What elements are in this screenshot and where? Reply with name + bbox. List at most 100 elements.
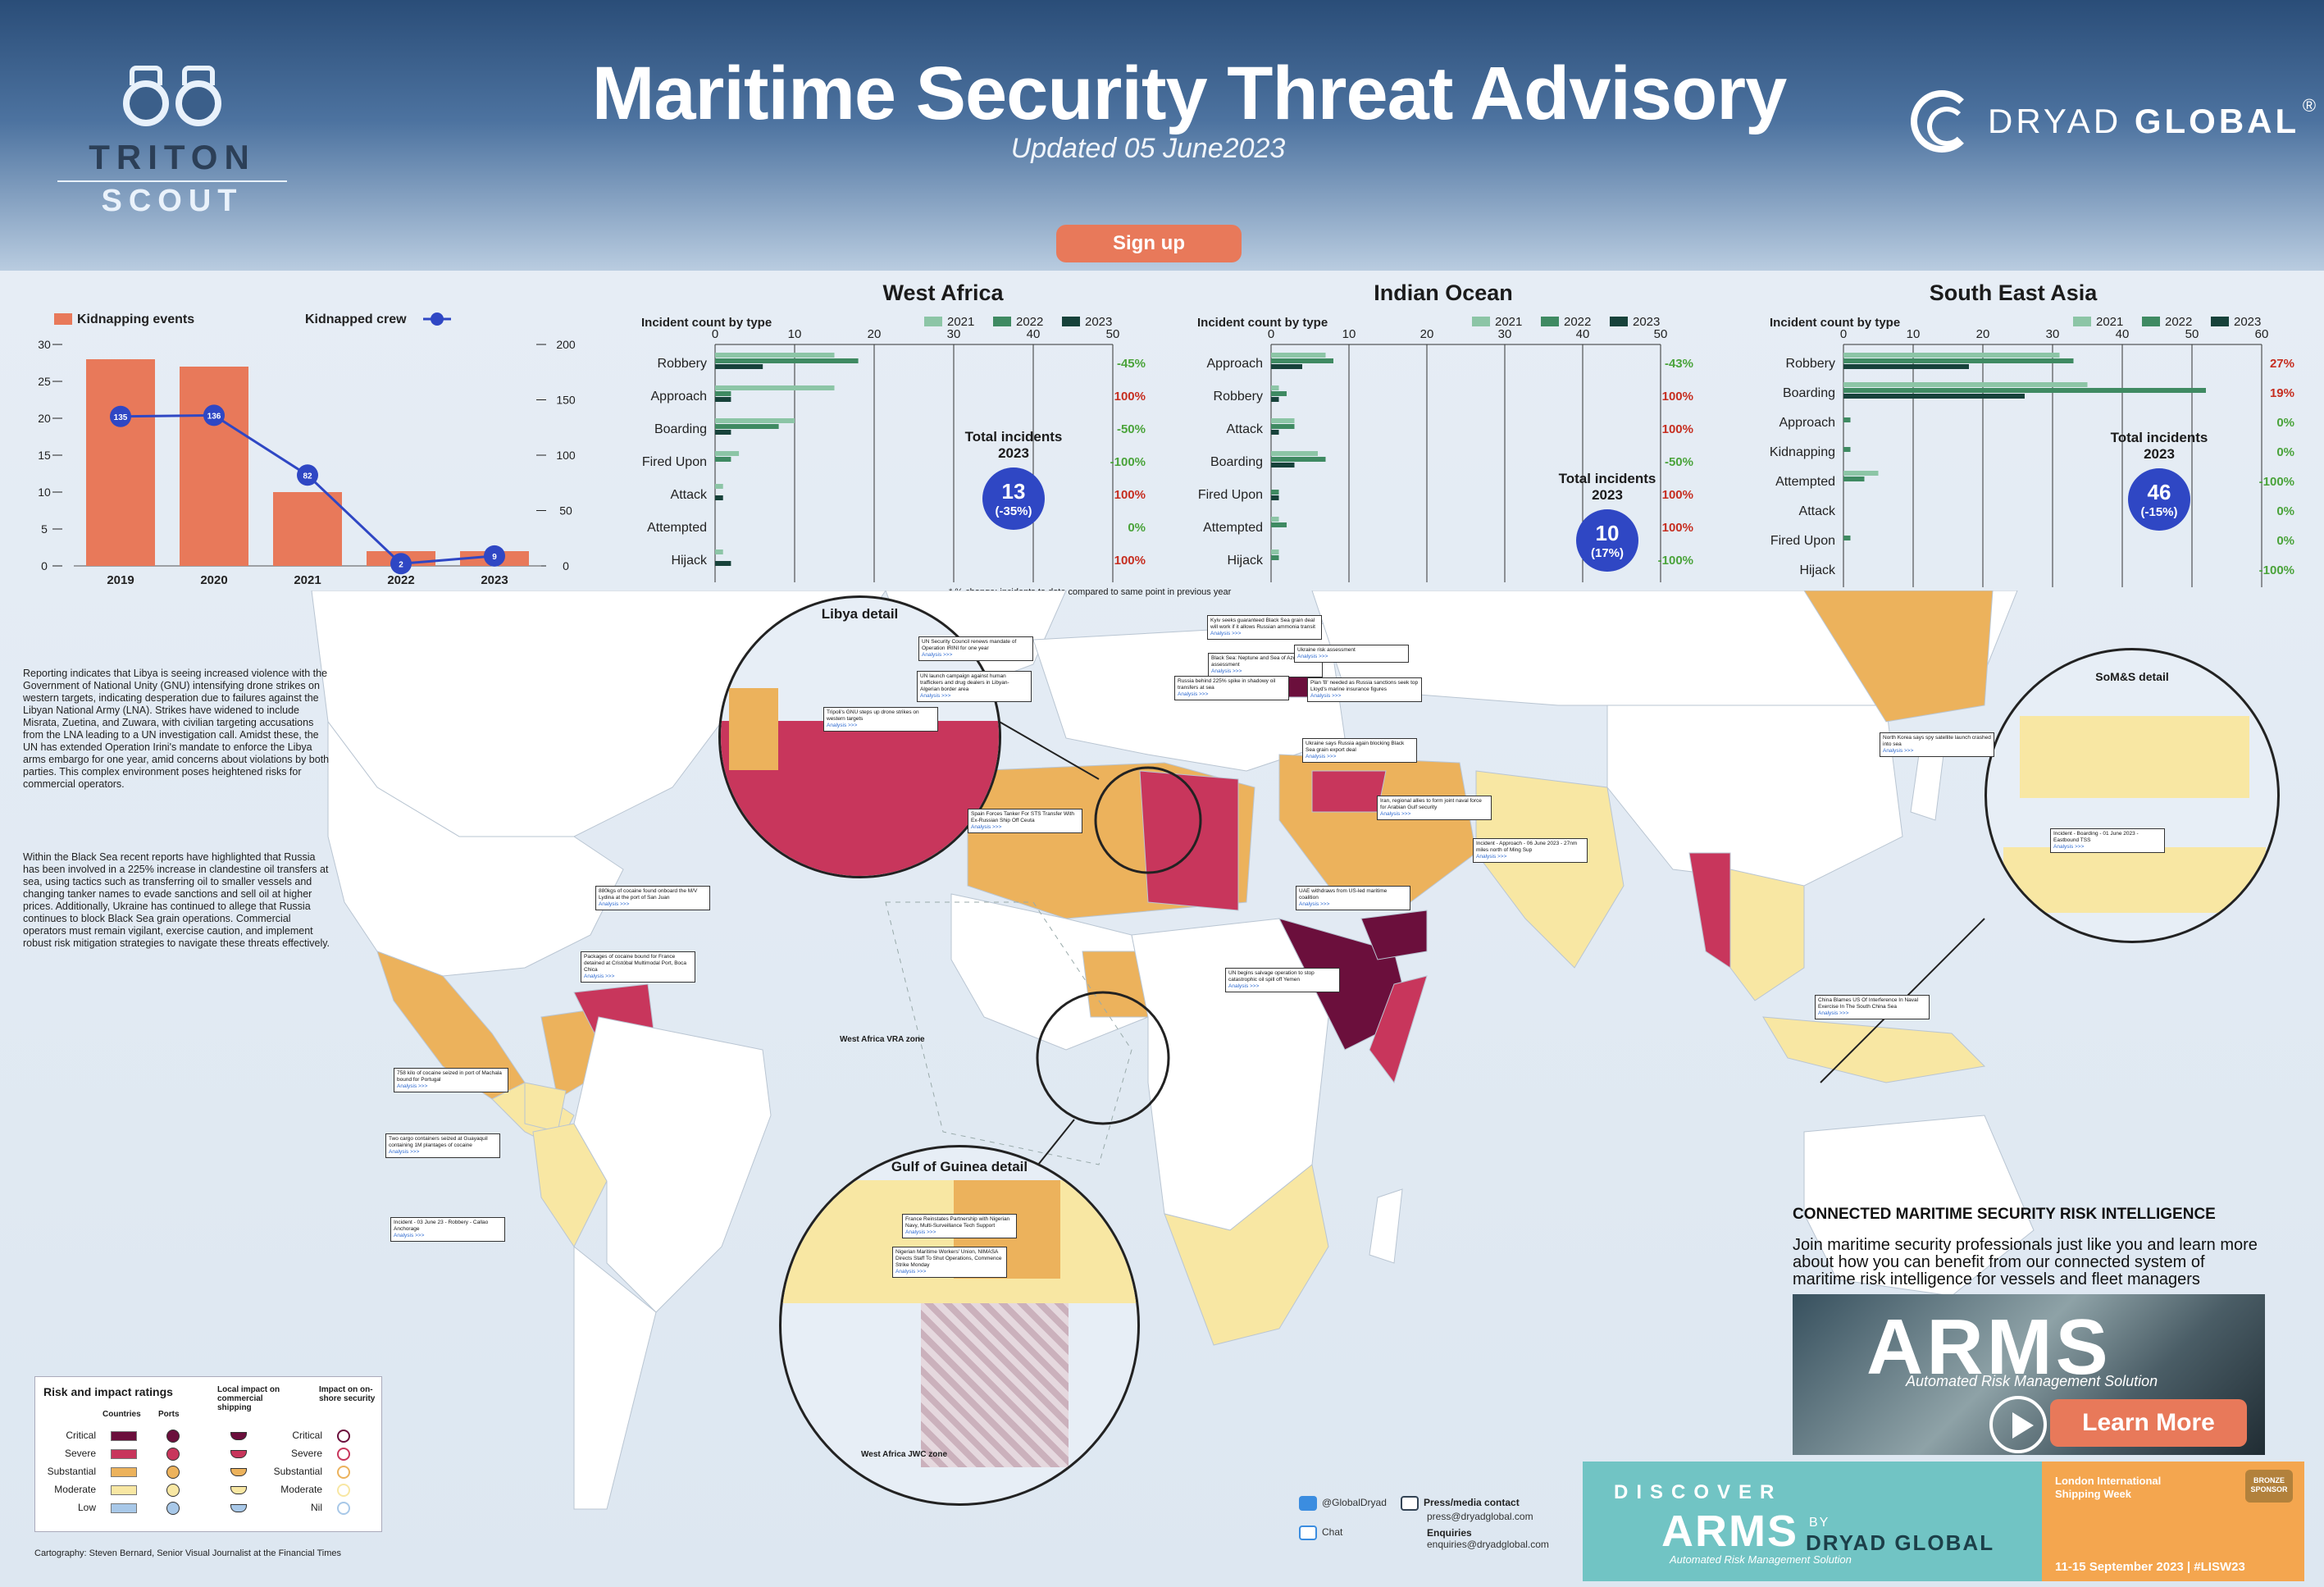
map-callout[interactable]: Tripoli's GNU steps up drone strikes on … <box>823 707 938 732</box>
callout-readmore-link[interactable]: Analysis >>> <box>1306 754 1337 759</box>
callout-readmore-link[interactable]: Analysis >>> <box>389 1149 420 1155</box>
gulf-of-guinea-inset[interactable]: Gulf of Guinea detail <box>779 1145 1140 1506</box>
incident-bar <box>1843 394 2025 399</box>
callout-readmore-link[interactable]: Analysis >>> <box>599 901 630 907</box>
crew-label: 82 <box>303 472 312 481</box>
callout-readmore-link[interactable]: Analysis >>> <box>1883 748 1914 754</box>
signup-button[interactable]: Sign up <box>1056 225 1242 262</box>
play-icon[interactable] <box>1989 1396 2047 1453</box>
arms-video-ad[interactable]: ARMS Automated Risk Management Solution … <box>1793 1294 2265 1455</box>
total-circle <box>2128 468 2190 531</box>
callout-readmore-link[interactable]: Analysis >>> <box>922 652 953 658</box>
callout-readmore-link[interactable]: Analysis >>> <box>584 974 615 979</box>
map-callout[interactable]: Two cargo containers seized at Guayaquil… <box>385 1133 500 1158</box>
enquiries-label: Enquiries <box>1427 1527 1472 1539</box>
series-label: 2022 <box>2165 315 2192 329</box>
right-tick-label: 100 <box>556 449 576 462</box>
change-label: -100% <box>1658 554 1693 568</box>
total-value: 46 <box>2148 480 2171 504</box>
legend-onshore-icon <box>337 1466 350 1479</box>
map-callout[interactable]: France Reinstates Partnership with Niger… <box>902 1214 1017 1238</box>
map-callout[interactable]: Incident - 03 June 23 - Robbery - Callao… <box>390 1217 505 1242</box>
map-callout[interactable]: UN launch campaign against human traffic… <box>917 671 1032 702</box>
incident-bar <box>1271 397 1279 402</box>
incident-bar <box>1271 490 1279 495</box>
x-tick-label: 30 <box>947 327 961 341</box>
callout-readmore-link[interactable]: Analysis >>> <box>394 1233 425 1238</box>
learn-more-button[interactable]: Learn More <box>2050 1399 2247 1447</box>
map-callout[interactable]: 880kgs of cocaine found onboard the M/V … <box>595 886 710 910</box>
incident-bar <box>715 495 723 500</box>
callout-readmore-link[interactable]: Analysis >>> <box>1476 854 1507 860</box>
change-label: 27% <box>2270 357 2294 371</box>
x-tick-label: 40 <box>1027 327 1041 341</box>
map-callout[interactable]: Spain Forces Tanker For STS Transfer Wit… <box>968 809 1082 833</box>
x-tick-label: 20 <box>1976 327 1990 341</box>
dryad-global-logo[interactable]: DRYAD GLOBAL ® <box>1911 89 2316 154</box>
callout-readmore-link[interactable]: Analysis >>> <box>920 693 951 699</box>
callout-readmore-link[interactable]: Analysis >>> <box>1297 654 1328 659</box>
callout-readmore-link[interactable]: Analysis >>> <box>2053 844 2085 850</box>
incident-bar <box>1271 391 1287 396</box>
discover-arms-banner[interactable]: DISCOVER ARMS BY DRYAD GLOBAL Automated … <box>1583 1462 2304 1581</box>
map-callout[interactable]: Ukraine risk assessment Analysis >>> <box>1294 645 1409 663</box>
map-callout[interactable]: Ukraine says Russia again blocking Black… <box>1302 738 1417 763</box>
incident-bar <box>1843 447 1851 452</box>
myanmar-land <box>1688 852 1731 969</box>
map-callout[interactable]: UAE withdraws from US-led maritime coali… <box>1296 886 1410 910</box>
x-tick-label: 0 <box>1840 327 1847 341</box>
callout-readmore-link[interactable]: Analysis >>> <box>1210 631 1242 636</box>
soms-detail-inset[interactable]: SoM&S detail <box>1985 648 2280 943</box>
map-callout[interactable]: UN Security Council renews mandate of Op… <box>918 636 1033 661</box>
legend-ship-icon <box>230 1450 247 1458</box>
map-callout[interactable]: Russia behind 225% spike in shadowy oil … <box>1174 676 1289 700</box>
callout-readmore-link[interactable]: Analysis >>> <box>905 1229 936 1235</box>
callout-readmore-link[interactable]: Analysis >>> <box>895 1269 927 1275</box>
enquiries-contact[interactable]: Enquiries enquiries@dryadglobal.com <box>1427 1527 1549 1550</box>
map-callout[interactable]: Plan 'B' needed as Russia sanctions seek… <box>1307 677 1422 702</box>
map-callout[interactable]: China Blames US Of Interference In Naval… <box>1815 995 1930 1019</box>
map-callout[interactable]: North Korea says spy satellite launch cr… <box>1880 732 1994 757</box>
callout-readmore-link[interactable]: Analysis >>> <box>1818 1010 1849 1016</box>
callout-text: Russia behind 225% spike in shadowy oil … <box>1178 678 1276 691</box>
lisw-panel[interactable]: London International Shipping Week 11-15… <box>2042 1462 2304 1581</box>
incident-bar <box>715 397 731 402</box>
callout-readmore-link[interactable]: Analysis >>> <box>1228 983 1260 989</box>
callout-text: Black Sea: Neptune and Sea of Azov risk … <box>1211 655 1309 668</box>
callout-readmore-link[interactable]: Analysis >>> <box>1299 901 1330 907</box>
incident-bar <box>1271 457 1326 462</box>
x-tick-label: 10 <box>1342 327 1356 341</box>
callout-text: UN launch campaign against human traffic… <box>920 673 1009 692</box>
callout-readmore-link[interactable]: Analysis >>> <box>1178 691 1209 697</box>
legend-impact-label: Severe <box>290 1448 322 1459</box>
x-tick-label: 50 <box>1106 327 1120 341</box>
legend-port-icon <box>166 1430 180 1443</box>
map-callout[interactable]: Packages of cocaine bound for France det… <box>581 951 695 983</box>
callout-readmore-link[interactable]: Analysis >>> <box>1211 668 1242 674</box>
callout-readmore-link[interactable]: Analysis >>> <box>827 723 858 728</box>
map-callout[interactable]: UN begins salvage operation to stop cata… <box>1225 968 1340 992</box>
callout-readmore-link[interactable]: Analysis >>> <box>971 824 1002 830</box>
map-callout[interactable]: Incident - Boarding - 01 June 2023 - Eas… <box>2050 828 2165 853</box>
year-label: 2021 <box>294 573 321 587</box>
map-callout[interactable]: Incident - Approach - 06 June 2023 - 27n… <box>1473 838 1588 863</box>
series-label: 2021 <box>947 315 974 329</box>
map-callout[interactable]: Iran, regional allies to form joint nava… <box>1377 796 1492 820</box>
map-callout[interactable]: 758 kilo of cocaine seized in port of Ma… <box>394 1068 508 1092</box>
triton-scout-logo[interactable]: TRITON SCOUT <box>57 66 287 219</box>
map-callout[interactable]: Nigerian Maritime Workers' Union, NIMASA… <box>892 1247 1007 1278</box>
twitter-link[interactable]: @GlobalDryad <box>1299 1496 1387 1511</box>
callout-readmore-link[interactable]: Analysis >>> <box>397 1083 428 1089</box>
crew-label: 2 <box>399 560 403 569</box>
category-label: Attempted <box>647 521 707 535</box>
page-title: Maritime Security Threat Advisory <box>591 52 1788 135</box>
press-contact[interactable]: Press/media contact press@dryadglobal.co… <box>1401 1496 1533 1522</box>
chat-link[interactable]: Chat <box>1299 1525 1342 1540</box>
category-label: Boarding <box>1210 455 1263 469</box>
map-callout[interactable]: Kyiv seeks guaranteed Black Sea grain de… <box>1207 615 1322 640</box>
year-label: 2020 <box>200 573 227 587</box>
callout-readmore-link[interactable]: Analysis >>> <box>1310 693 1342 699</box>
callout-readmore-link[interactable]: Analysis >>> <box>1380 811 1411 817</box>
discover-subtitle: Automated Risk Management Solution <box>1670 1553 1852 1566</box>
callout-text: Plan 'B' needed as Russia sanctions seek… <box>1310 680 1419 692</box>
